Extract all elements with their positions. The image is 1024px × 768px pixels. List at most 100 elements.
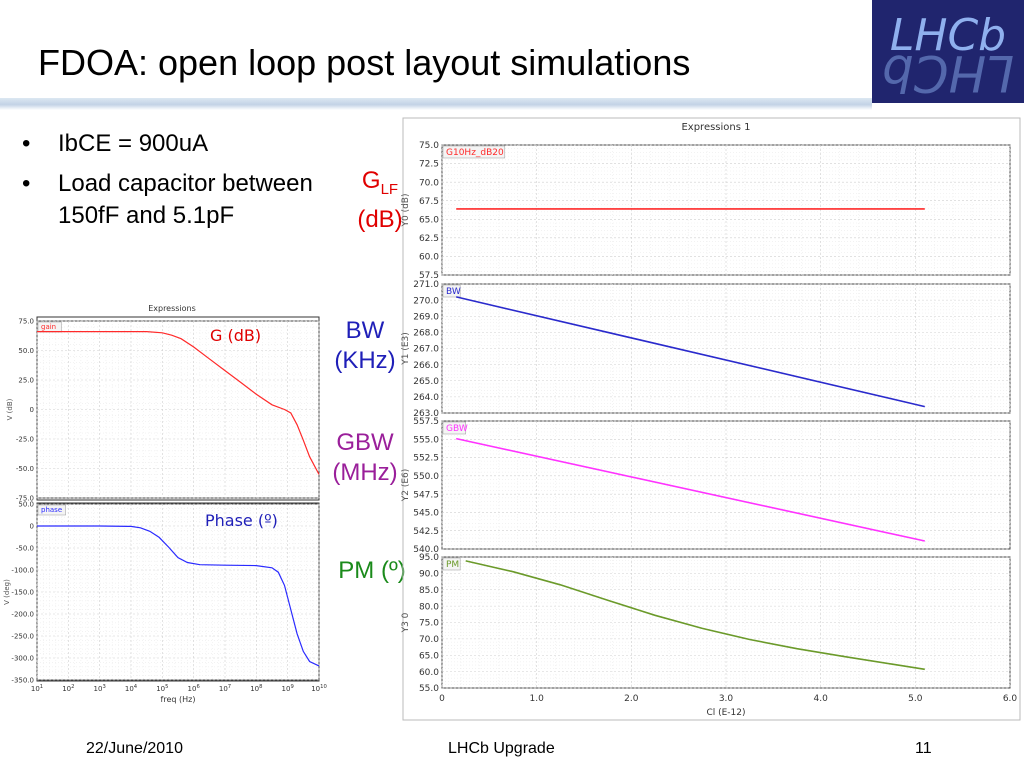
y-tick-label: 545.0 bbox=[413, 509, 439, 519]
series-line-BW bbox=[456, 296, 925, 408]
y-tick-label: 264.0 bbox=[413, 393, 439, 403]
bullet-item: • IbCE = 900uA bbox=[20, 128, 320, 160]
bullet-list: • IbCE = 900uA • Load capacitor between … bbox=[20, 128, 320, 240]
glf-sub: LF bbox=[380, 180, 399, 198]
series-line-gain bbox=[37, 331, 320, 475]
y-tick-label: 60.0 bbox=[419, 253, 439, 263]
bullet-dot-icon: • bbox=[22, 170, 31, 197]
g-db-label: G (dB) bbox=[210, 326, 261, 345]
bullet-text: Load capacitor between 150fF and 5.1pF bbox=[58, 170, 313, 229]
y-tick-label: 75.0 bbox=[419, 619, 439, 629]
cl-axis-label: Cl (E-12) bbox=[706, 708, 745, 718]
y-tick-label: 263.0 bbox=[413, 409, 439, 419]
y-tick-label: -350.0 bbox=[11, 676, 34, 684]
y-tick-label: -250.0 bbox=[11, 632, 34, 640]
y-tick-label: 62.5 bbox=[419, 234, 439, 244]
x-tick-label: 109 bbox=[282, 684, 294, 693]
legend-label: phase bbox=[41, 506, 62, 514]
y-tick-label: 85.0 bbox=[419, 586, 439, 596]
y-tick-label: 271.0 bbox=[413, 280, 439, 290]
legend-label: gain bbox=[41, 323, 56, 331]
y-tick-label: 547.5 bbox=[413, 490, 439, 500]
y-tick-label: 80.0 bbox=[419, 602, 439, 612]
y-tick-label: 540.0 bbox=[413, 545, 439, 555]
y-axis-label: Y2 (E6) bbox=[401, 469, 411, 503]
y-tick-label: 50.0 bbox=[18, 500, 34, 508]
expressions1-title: Expressions 1 bbox=[681, 122, 750, 133]
y-tick-label: -25.0 bbox=[16, 435, 34, 443]
x-tick-label: 5.0 bbox=[908, 694, 923, 704]
y-tick-label: 75.0 bbox=[18, 317, 34, 325]
y-tick-label: -200.0 bbox=[11, 610, 34, 618]
series-line-GBW bbox=[456, 437, 925, 542]
y-tick-label: 552.5 bbox=[413, 454, 439, 464]
x-tick-label: 4.0 bbox=[814, 694, 829, 704]
x-tick-label: 1010 bbox=[311, 684, 327, 693]
gbw-label: GBW (MHz) bbox=[326, 428, 404, 488]
y-tick-label: 555.0 bbox=[413, 435, 439, 445]
footer-center: LHCb Upgrade bbox=[448, 740, 555, 757]
bullet-text: IbCE = 900uA bbox=[58, 130, 209, 157]
phase-plot: 50.0 0 -50.0 -100.0 -150.0 -200.0 -250.0 -300.0… bbox=[3, 500, 327, 693]
y-axis-label: V (deg) bbox=[3, 579, 11, 605]
bullet-dot-icon: • bbox=[22, 130, 31, 157]
legend-box bbox=[442, 145, 506, 159]
phase-label: Phase (º) bbox=[205, 511, 278, 530]
y-tick-label: 65.0 bbox=[419, 215, 439, 225]
legend-box bbox=[442, 421, 466, 435]
y-tick-label: 266.0 bbox=[413, 361, 439, 371]
y-tick-label: 557.5 bbox=[413, 417, 439, 427]
y-tick-label: 60.0 bbox=[419, 668, 439, 678]
bw-label-line2: (KHz) bbox=[334, 347, 396, 374]
x-tick-label: 103 bbox=[94, 684, 106, 693]
x-tick-label: 107 bbox=[219, 684, 231, 693]
pm-plot: 95.0 90.0 85.0 80.0 75.0 70.0 65.0 60.0 55.0 Y3 0… bbox=[401, 553, 1017, 704]
bw-label-line1: BW bbox=[345, 317, 385, 344]
y-tick-label: 265.0 bbox=[413, 377, 439, 387]
y-tick-label: 90.0 bbox=[419, 570, 439, 580]
y-axis-label: Y1 (E3) bbox=[401, 332, 411, 366]
legend-box bbox=[442, 557, 461, 571]
gain-plot: 75.0 50.0 25.0 0 -25.0 -50.0 -75.0 V (dB) gain bbox=[6, 317, 320, 502]
x-tick-label: 6.0 bbox=[1003, 694, 1018, 704]
y-tick-label: 70.0 bbox=[419, 635, 439, 645]
x-tick-label: 106 bbox=[188, 684, 201, 693]
y-tick-label: -300.0 bbox=[11, 654, 34, 662]
y-tick-label: -100.0 bbox=[11, 566, 34, 574]
expressions1-window bbox=[402, 117, 1021, 721]
y-tick-label: -150.0 bbox=[11, 588, 34, 596]
legend-label: PM bbox=[446, 560, 459, 570]
gbw-label-line1: GBW bbox=[336, 429, 394, 456]
legend-box bbox=[37, 504, 66, 516]
series-line-PM bbox=[465, 560, 925, 671]
y-axis-label: V (dB) bbox=[6, 398, 14, 420]
legend-box bbox=[442, 284, 461, 298]
y-tick-label: 542.5 bbox=[413, 527, 439, 537]
page-title: FDOA: open loop post layout simulations bbox=[38, 42, 691, 83]
bullet-item: • Load capacitor between 150fF and 5.1pF bbox=[20, 168, 320, 232]
legend-label: G10Hz_dB20 bbox=[446, 148, 504, 158]
bw-plot: 271.0 270.0 269.0 268.0 267.0 266.0 265.0 264.0… bbox=[401, 280, 1011, 419]
y-tick-label: 67.5 bbox=[419, 197, 439, 207]
x-tick-label: 2.0 bbox=[624, 694, 639, 704]
y-tick-label: 55.0 bbox=[419, 684, 439, 694]
y-tick-label: 270.0 bbox=[413, 296, 439, 306]
y-axis-label: Y0 (dB) bbox=[401, 194, 411, 228]
pm-label: PM (º) bbox=[338, 557, 406, 584]
x-tick-label: 3.0 bbox=[719, 694, 734, 704]
y-tick-label: 550.0 bbox=[413, 472, 439, 482]
y-tick-label: 268.0 bbox=[413, 329, 439, 339]
legend-label: BW bbox=[446, 287, 461, 297]
expressions-title: Expressions bbox=[148, 304, 196, 313]
x-tick-label: 105 bbox=[156, 684, 168, 693]
y-axis-label: Y3 0 bbox=[401, 612, 411, 633]
x-tick-label: 101 bbox=[31, 684, 43, 693]
x-tick-label: 0 bbox=[439, 694, 445, 704]
y-tick-label: 95.0 bbox=[419, 553, 439, 563]
y-tick-label: 57.5 bbox=[419, 271, 439, 281]
x-tick-label: 108 bbox=[250, 684, 262, 693]
y-tick-label: 75.0 bbox=[419, 141, 439, 151]
title-underline-bar bbox=[0, 98, 872, 110]
series-line-phase bbox=[37, 525, 320, 667]
